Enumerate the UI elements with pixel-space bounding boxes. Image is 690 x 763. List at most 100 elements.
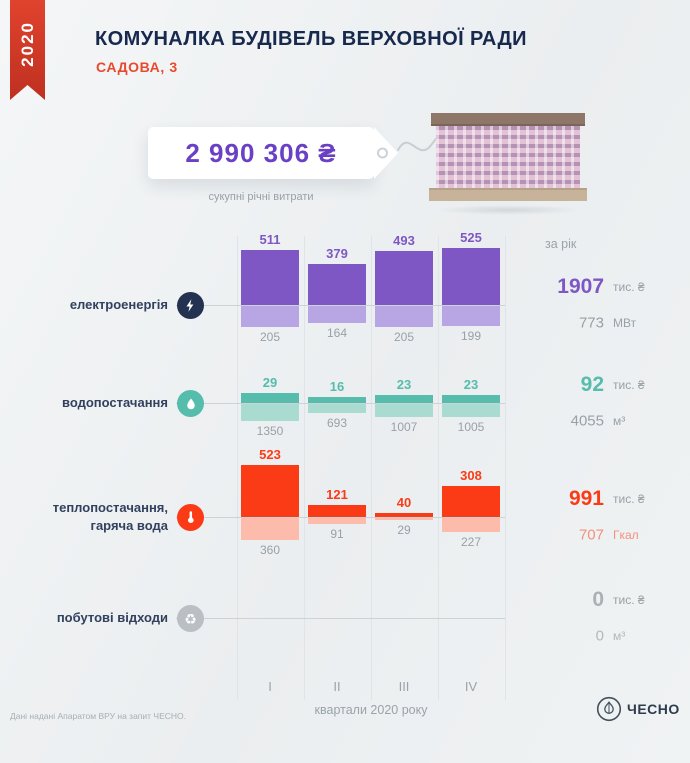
chesno-logo-text: ЧЕСНО xyxy=(627,701,680,717)
usage-value-label: 205 xyxy=(393,330,415,344)
total-usage-unit: м³ xyxy=(613,629,626,643)
recycle-icon: ♻ xyxy=(177,605,204,632)
address-subtitle: САДОВА, 3 xyxy=(96,59,178,75)
page-title: КОМУНАЛКА БУДІВЕЛЬ ВЕРХОВНОЇ РАДИ xyxy=(95,28,527,50)
usage-bar xyxy=(308,518,366,524)
building-facade-windows xyxy=(436,126,580,190)
cost-bar xyxy=(375,251,433,305)
x-axis-caption: квартали 2020 року xyxy=(314,703,428,717)
usage-value-label: 205 xyxy=(259,330,281,344)
cost-value-label: 121 xyxy=(326,487,348,502)
total-usage-unit: Гкал xyxy=(613,528,639,542)
usage-value-label: 360 xyxy=(259,543,281,557)
usage-value-label: 1005 xyxy=(457,420,485,434)
cost-bar xyxy=(308,505,366,517)
cost-bar xyxy=(375,513,433,517)
grid-line xyxy=(237,236,238,700)
total-usage-unit: м³ xyxy=(613,414,626,428)
usage-bar xyxy=(375,306,433,327)
cost-value-label: 511 xyxy=(259,232,281,247)
grid-line xyxy=(505,236,506,700)
total-cost-water: 92 xyxy=(580,373,604,396)
quarter-label: III xyxy=(398,679,410,694)
total-cost-unit: тис. ₴ xyxy=(613,280,645,294)
tag-hole-icon xyxy=(377,147,388,159)
total-cost-unit: тис. ₴ xyxy=(613,378,645,392)
cost-value-label: 493 xyxy=(393,233,415,248)
usage-value-label: 164 xyxy=(326,326,348,340)
row-label-electricity: електроенергія xyxy=(69,296,168,312)
usage-bar xyxy=(241,404,299,421)
grid-line xyxy=(438,236,439,700)
total-usage-waste: 0 xyxy=(595,627,604,645)
total-cost-unit: тис. ₴ xyxy=(613,492,645,506)
usage-value-label: 1350 xyxy=(256,424,284,438)
usage-bar xyxy=(442,306,500,326)
building-illustration xyxy=(429,113,587,215)
cost-value-label: 523 xyxy=(259,447,281,462)
per-year-label: за рік xyxy=(545,237,577,251)
grid-line xyxy=(371,236,372,700)
cost-value-label: 16 xyxy=(329,379,345,394)
data-source-note: Дані надані Апаратом ВРУ на запит ЧЕСНО. xyxy=(10,711,186,721)
thermometer-icon xyxy=(177,504,204,531)
usage-value-label: 91 xyxy=(330,527,344,541)
total-usage-heating: 707 xyxy=(578,526,604,544)
total-cost-electricity: 1907 xyxy=(557,275,604,298)
onion-icon xyxy=(596,696,622,722)
usage-value-label: 199 xyxy=(460,329,482,343)
total-cost-caption: сукупні річні витрати xyxy=(208,191,314,203)
lightning-icon xyxy=(177,292,204,319)
cost-bar xyxy=(442,486,500,517)
usage-value-label: 693 xyxy=(326,416,348,430)
total-usage-water: 4055 xyxy=(570,412,604,430)
row-axis-line xyxy=(176,305,505,306)
cost-bar xyxy=(308,264,366,305)
cost-bar xyxy=(442,248,500,305)
building-base xyxy=(429,188,587,201)
usage-bar xyxy=(375,404,433,417)
usage-bar xyxy=(308,306,366,323)
total-cost-unit: тис. ₴ xyxy=(613,593,645,607)
quarter-label: II xyxy=(333,679,341,694)
droplet-icon xyxy=(177,390,204,417)
usage-value-label: 227 xyxy=(460,535,482,549)
usage-bar xyxy=(241,518,299,540)
quarter-label: I xyxy=(268,679,272,694)
row-axis-line xyxy=(176,517,505,518)
cost-bar xyxy=(308,397,366,403)
row-label-water: водопостачання xyxy=(62,394,168,410)
total-cost-value: 2 990 306 ₴ xyxy=(185,137,337,168)
cost-value-label: 40 xyxy=(396,495,412,510)
total-usage-electricity: 773 xyxy=(578,314,604,332)
row-label-waste: побутові відходи xyxy=(56,609,168,625)
cost-value-label: 23 xyxy=(463,377,479,392)
cost-value-label: 379 xyxy=(326,246,348,261)
usage-bar xyxy=(375,518,433,520)
cost-bar xyxy=(241,250,299,305)
building-roof xyxy=(431,113,585,126)
cost-value-label: 525 xyxy=(460,230,482,245)
year-ribbon: 2020 xyxy=(10,0,45,100)
usage-bar xyxy=(308,404,366,413)
cost-bar xyxy=(241,393,299,403)
usage-bar xyxy=(241,306,299,327)
usage-value-label: 1007 xyxy=(390,420,418,434)
row-axis-line xyxy=(176,403,505,404)
row-axis-line xyxy=(176,618,505,619)
cost-value-label: 23 xyxy=(396,377,412,392)
usage-bar xyxy=(442,404,500,417)
quarter-label: IV xyxy=(464,679,478,694)
chesno-logo: ЧЕСНО xyxy=(596,696,680,722)
total-cost-heating: 991 xyxy=(568,487,604,510)
row-label-heating: теплопостачання, гаряча вода xyxy=(52,499,168,533)
cost-bar xyxy=(442,395,500,403)
total-usage-unit: МВт xyxy=(613,316,637,330)
cost-bar xyxy=(375,395,433,403)
grid-line xyxy=(304,236,305,700)
usage-bar xyxy=(442,518,500,532)
cost-value-label: 308 xyxy=(460,468,482,483)
usage-value-label: 29 xyxy=(397,523,411,537)
total-cost-tag: 2 990 306 ₴ xyxy=(148,127,398,179)
